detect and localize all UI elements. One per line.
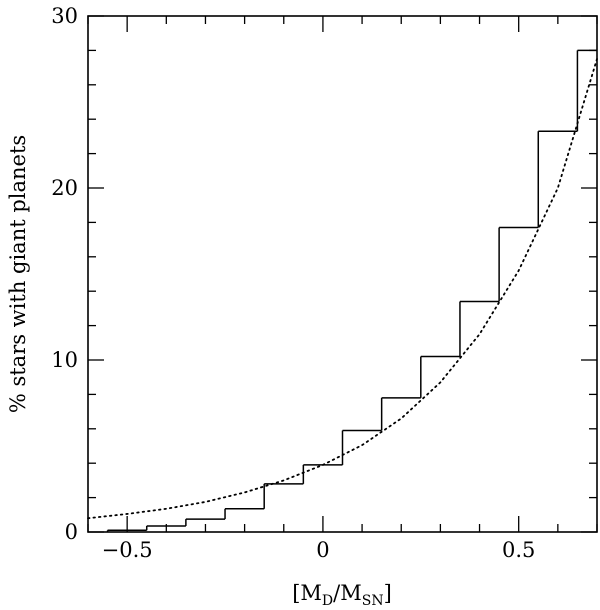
axis-ticks: [87, 15, 598, 533]
x-axis-label: [MD/MSN]: [292, 581, 392, 609]
x-tick-label: 0.5: [502, 538, 535, 562]
y-tick-label: 20: [51, 176, 78, 200]
plot-frame: [87, 15, 598, 533]
plot-area: [87, 49, 598, 532]
y-tick-label: 10: [51, 348, 78, 372]
y-tick-label: 30: [51, 4, 78, 28]
x-tick-label: 0: [316, 538, 329, 562]
x-tick-label: −0.5: [102, 538, 153, 562]
y-tick-label: 0: [65, 520, 78, 544]
fit-curve: [87, 58, 598, 520]
tick-labels: −0.5 0 0.5 0 10 20 30: [51, 4, 535, 562]
y-axis-label: % stars with giant planets: [6, 135, 30, 413]
